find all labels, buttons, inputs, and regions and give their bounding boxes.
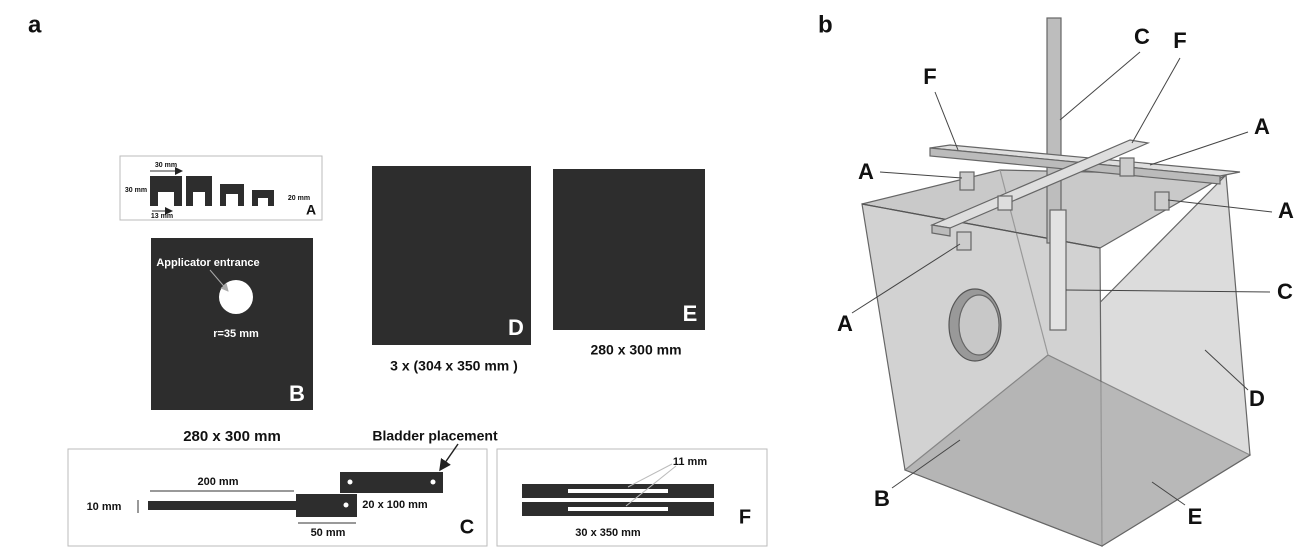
dimension: 30 x 350 mm [575, 527, 641, 539]
part-label: A [837, 311, 853, 336]
panel-label: b [818, 11, 833, 38]
part-letter: A [306, 202, 316, 218]
annotation: Applicator entrance [156, 257, 259, 269]
part-label: F [923, 64, 936, 89]
dimension: 20 x 100 mm [362, 499, 428, 511]
part-label: A [1254, 114, 1270, 139]
part-label: C [1134, 24, 1150, 49]
figure: a 30 mm 30 mm 20 mm 13 mm A Applicator e… [0, 0, 1308, 548]
part-e: E 280 x 300 mm [553, 169, 705, 358]
part-letter: D [508, 315, 524, 340]
part-d: D 3 x (304 x 350 mm ) [372, 166, 531, 374]
part-f: 11 mm 30 x 350 mm F [497, 449, 767, 546]
size-caption: 280 x 300 mm [590, 342, 681, 358]
part-label: F [1173, 28, 1186, 53]
part-b: Applicator entrance r=35 mm B 280 x 300 … [151, 238, 313, 445]
size-caption: 280 x 300 mm [183, 428, 281, 445]
part-a: 30 mm 30 mm 20 mm 13 mm A [120, 156, 322, 220]
part-letter: F [739, 506, 751, 528]
part-label: A [858, 159, 874, 184]
dimension: 10 mm [87, 501, 122, 513]
dimension: 30 mm [125, 187, 147, 194]
part-label: A [1278, 198, 1294, 223]
assembly-drawing [862, 18, 1250, 546]
part-label: E [1188, 504, 1203, 529]
part-letter: C [460, 516, 474, 538]
size-caption: 3 x (304 x 350 mm ) [390, 358, 518, 374]
panel-label: a [28, 11, 42, 38]
dimension: 200 mm [198, 476, 239, 488]
dimension: 50 mm [311, 527, 346, 539]
part-label: D [1249, 386, 1265, 411]
annotation: Bladder placement [372, 428, 498, 444]
part-label: B [874, 486, 890, 511]
dimension: 13 mm [151, 213, 173, 220]
part-letter: E [683, 301, 698, 326]
part-c: Bladder placement 200 mm 10 mm 20 x 100 … [68, 428, 498, 546]
dimension: r=35 mm [213, 328, 259, 340]
dimension: 11 mm [673, 456, 707, 468]
dimension: 30 mm [155, 162, 177, 169]
part-letter: B [289, 381, 305, 406]
part-label: C [1277, 279, 1293, 304]
